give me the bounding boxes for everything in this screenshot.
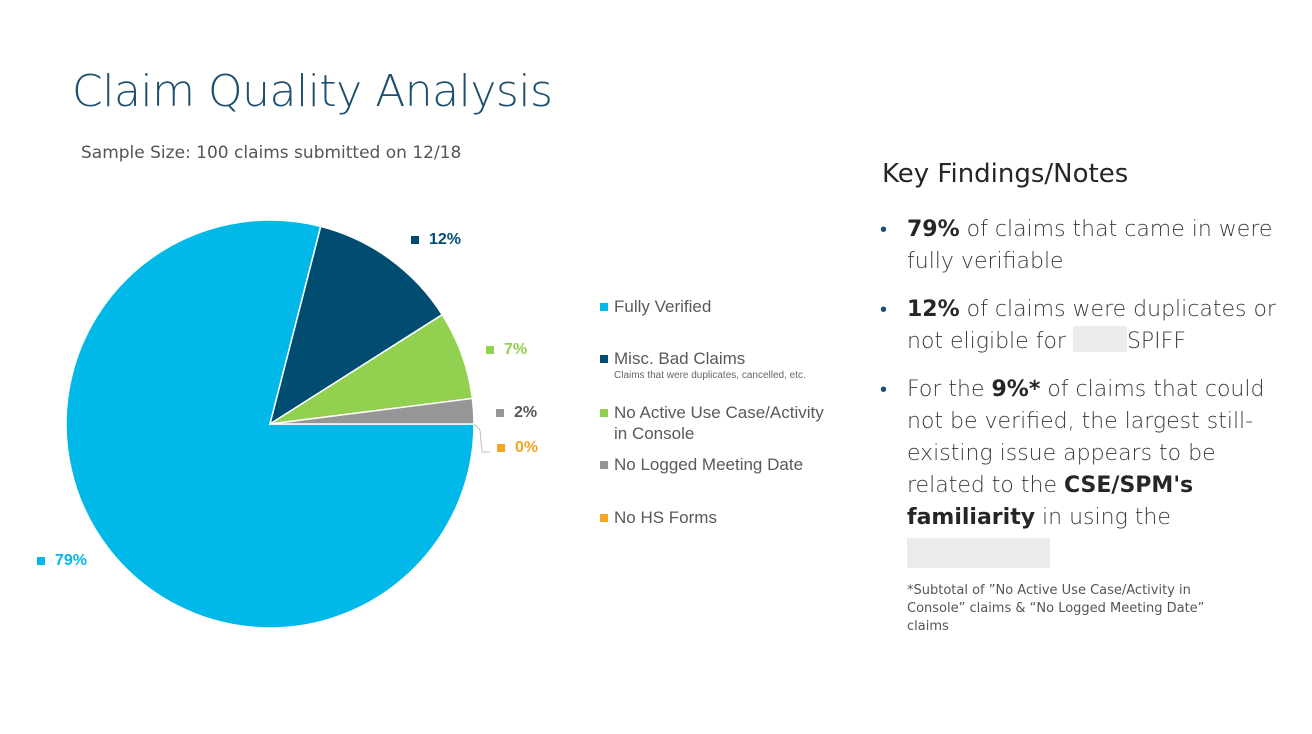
legend-label: No Logged Meeting Date <box>614 455 804 474</box>
findings-list: • 79% of claims that came in were fully … <box>880 214 1280 584</box>
finding-text: For the 9%* of claims that could not be … <box>907 374 1280 568</box>
data-label-text: 79% <box>55 552 88 569</box>
legend-item-fully-verified: Fully Verified <box>600 296 711 317</box>
legend-label-wrap: Misc. Bad Claims Claims that were duplic… <box>614 348 806 382</box>
bullet-icon: • <box>880 379 888 401</box>
data-label: 12% <box>411 231 461 249</box>
finding-item: • For the 9%* of claims that could not b… <box>880 374 1280 568</box>
legend-item-no-hs-forms: No HS Forms <box>600 507 717 528</box>
legend-label: No Active Use Case/Activity in Console <box>614 403 824 443</box>
legend-swatch <box>600 303 608 311</box>
data-label-text: 0% <box>515 439 539 456</box>
legend-swatch <box>600 355 608 363</box>
data-label-swatch <box>496 409 504 417</box>
data-label-text: 7% <box>504 341 528 358</box>
bullet-icon: • <box>880 219 888 241</box>
data-label: 7% <box>486 341 527 359</box>
finding-text: 12% of claims were duplicates or not eli… <box>907 297 1276 354</box>
finding-item: • 79% of claims that came in were fully … <box>880 214 1280 278</box>
leader-line <box>473 423 490 453</box>
legend-item-no-active-use-case: No Active Use Case/Activity in Console <box>600 402 840 444</box>
data-label: 2% <box>496 404 537 422</box>
data-label-swatch <box>37 557 45 565</box>
bullet-icon: • <box>880 299 888 321</box>
redacted-text <box>907 538 1050 568</box>
findings-title: Key Findings/Notes <box>882 159 1129 189</box>
page-title: Claim Quality Analysis <box>72 66 553 117</box>
footnote: *Subtotal of ”No Active Use Case/Activit… <box>907 583 1205 634</box>
pie-slice-no-logged-meeting-date <box>269 397 475 425</box>
legend-label: No HS Forms <box>614 508 717 527</box>
data-label-text: 2% <box>514 404 538 421</box>
pie-slice-misc-bad-claims <box>268 225 444 426</box>
legend-swatch <box>600 514 608 522</box>
finding-item: • 12% of claims were duplicates or not e… <box>880 294 1280 358</box>
pie-chart <box>65 219 490 629</box>
data-label-swatch <box>411 236 419 244</box>
page-subtitle: Sample Size: 100 claims submitted on 12/… <box>81 143 462 163</box>
legend-label: Misc. Bad Claims <box>614 349 746 368</box>
legend-swatch <box>600 461 608 469</box>
data-label-swatch <box>486 346 494 354</box>
data-label: 0% <box>497 439 538 457</box>
data-label: 79% <box>37 552 87 570</box>
data-label-text: 12% <box>429 231 462 248</box>
data-label-swatch <box>497 444 505 452</box>
legend-note: Claims that were duplicates, cancelled, … <box>614 370 806 381</box>
finding-text: 79% of claims that came in were fully ve… <box>907 217 1273 274</box>
legend-swatch <box>600 409 608 417</box>
legend-item-misc-bad-claims: Misc. Bad Claims Claims that were duplic… <box>600 348 806 382</box>
redacted-text <box>1072 326 1127 352</box>
legend-label: Fully Verified <box>614 297 712 316</box>
legend-item-no-logged-meeting-date: No Logged Meeting Date <box>600 454 803 475</box>
